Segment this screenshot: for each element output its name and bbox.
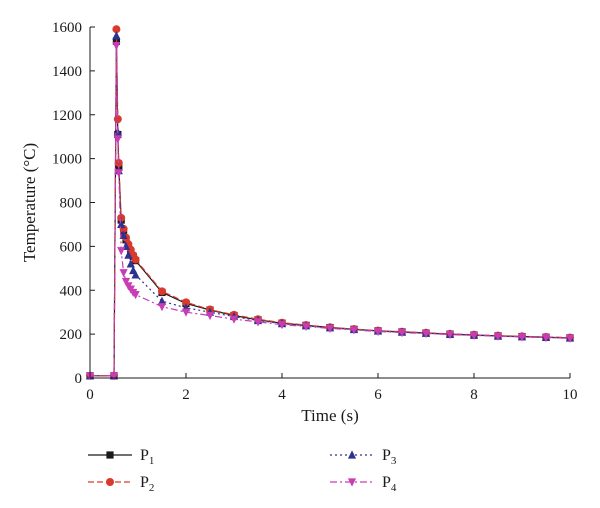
data-point	[119, 230, 128, 240]
data-point	[114, 169, 123, 178]
data-point	[121, 277, 131, 287]
data-point	[158, 287, 166, 296]
y-tick-label: 800	[60, 196, 83, 212]
series-P4	[85, 42, 575, 381]
data-point	[112, 25, 121, 34]
legend-marker	[106, 478, 114, 486]
data-point	[113, 115, 122, 124]
data-point	[131, 255, 140, 264]
data-point	[541, 334, 551, 343]
x-tick-label: 10	[563, 387, 578, 403]
data-point	[117, 219, 126, 229]
x-tick-label: 4	[278, 387, 286, 403]
legend-item: P2	[88, 474, 154, 494]
y-tick-label: 400	[60, 283, 83, 299]
x-tick-label: 0	[86, 387, 94, 403]
legend-marker	[347, 478, 357, 487]
legend-item: P1	[88, 447, 154, 467]
series-line	[90, 45, 571, 377]
data-point	[469, 331, 479, 341]
data-point	[112, 42, 121, 51]
data-point	[182, 298, 190, 307]
data-point	[124, 250, 133, 259]
legend-label: P1	[140, 447, 154, 467]
data-point	[157, 303, 167, 312]
data-point	[113, 135, 122, 144]
data-point	[117, 247, 126, 256]
data-point	[253, 318, 263, 327]
data-point	[277, 321, 287, 330]
x-tick-label: 2	[182, 387, 190, 403]
data-point	[205, 311, 215, 321]
data-point	[229, 315, 239, 324]
data-point	[373, 327, 383, 337]
x-tick-label: 6	[374, 387, 382, 403]
y-axis-title: Temperature (°C)	[20, 143, 39, 262]
x-axis-title: Time (s)	[301, 406, 358, 425]
axes: 0 200 400 600 800 1000 1200 1400 1600 0 2 4 6 8 10	[52, 20, 578, 403]
legend-marker	[347, 450, 357, 459]
y-tick-label: 200	[60, 327, 83, 343]
data-point	[565, 334, 575, 343]
data-point	[157, 296, 167, 305]
legend-item: P4	[330, 474, 397, 494]
data-point	[131, 291, 140, 300]
data-point	[349, 326, 359, 335]
data-point	[119, 269, 128, 278]
data-point	[421, 329, 431, 339]
series-line	[90, 29, 571, 377]
legend-marker	[106, 451, 114, 459]
legend-item: P3	[330, 447, 397, 467]
y-tick-label: 1600	[52, 20, 82, 36]
legend-label: P3	[382, 447, 397, 467]
data-point	[126, 259, 135, 268]
data-point	[301, 322, 311, 332]
legend-label: P4	[382, 474, 397, 494]
data-point	[181, 308, 191, 317]
data-point	[397, 328, 407, 338]
plot-area	[85, 25, 575, 381]
y-tick-label: 0	[75, 371, 83, 387]
y-tick-label: 600	[60, 239, 83, 255]
data-point	[445, 330, 455, 340]
x-tick-label: 8	[470, 387, 478, 403]
data-point	[109, 372, 119, 381]
legend: P1 P2 P3 P4	[88, 447, 397, 494]
data-point	[493, 332, 503, 341]
legend-label: P2	[140, 474, 154, 494]
y-tick-label: 1200	[52, 108, 82, 124]
data-point	[131, 270, 140, 279]
y-tick-label: 1000	[52, 152, 82, 168]
data-point	[517, 333, 527, 342]
data-point	[112, 31, 121, 40]
y-tick-label: 1400	[52, 64, 82, 80]
data-point	[325, 324, 335, 334]
